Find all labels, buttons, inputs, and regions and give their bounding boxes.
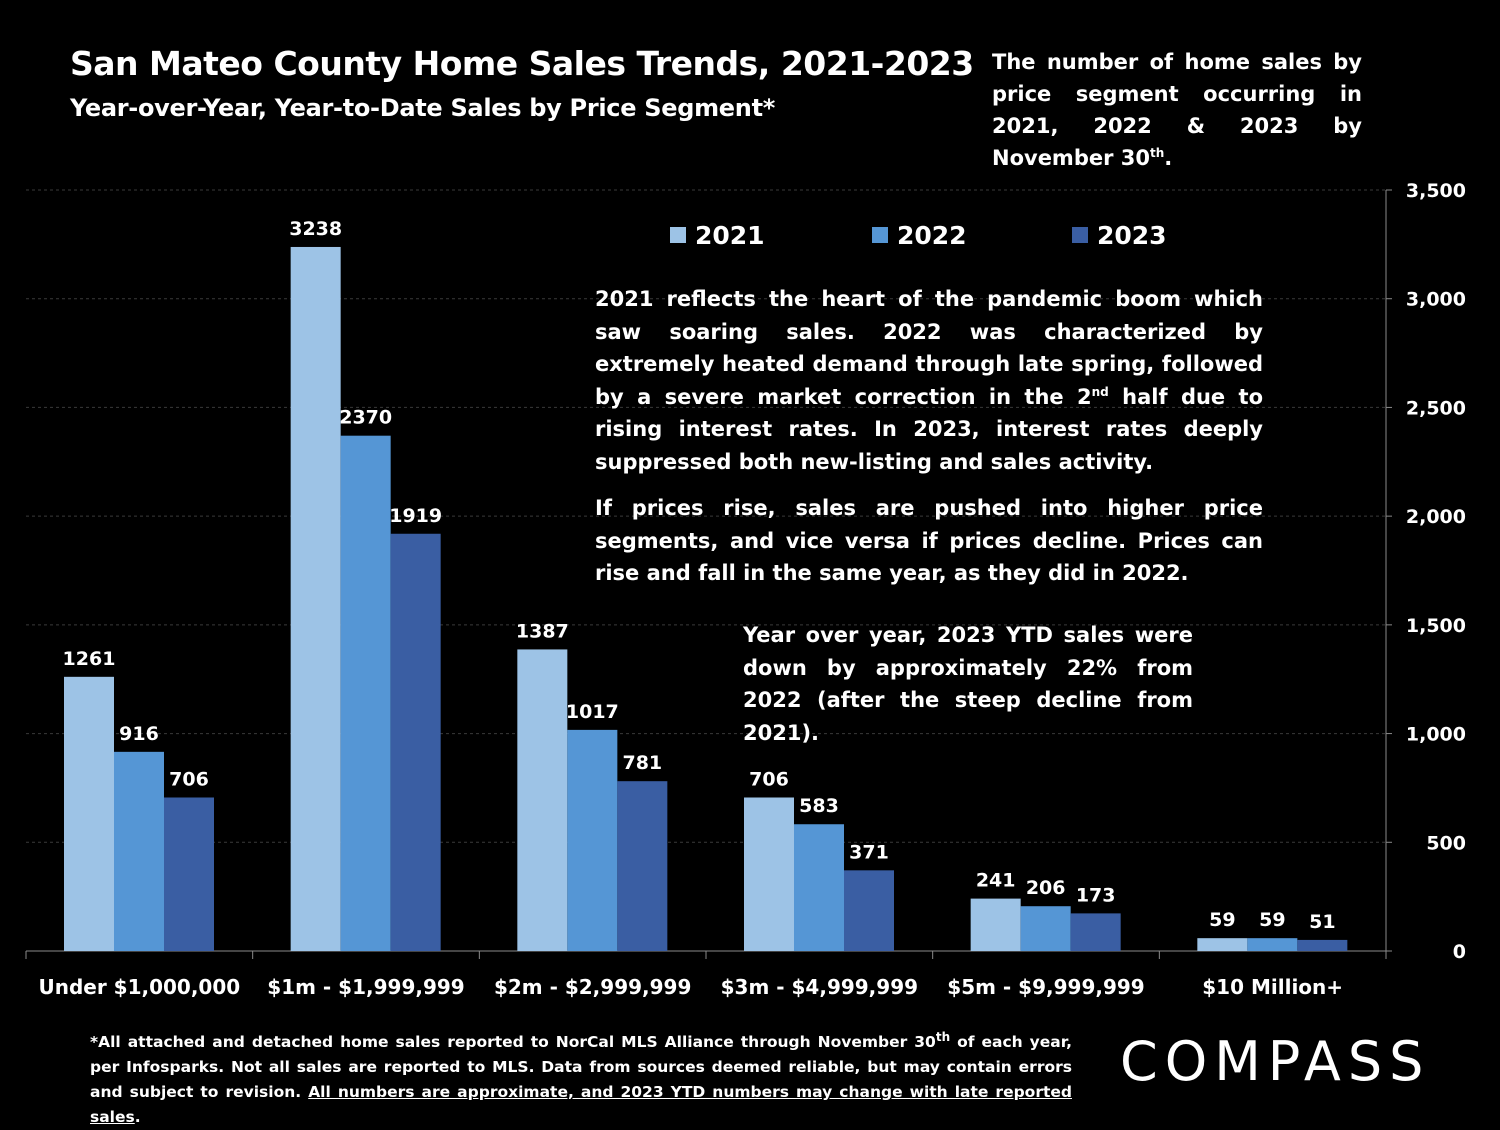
legend-label-2023: 2023 <box>1097 221 1167 250</box>
bar-2023 <box>1297 939 1348 951</box>
side-note: The number of home sales by price segmen… <box>992 50 1362 170</box>
bar-2023 <box>390 533 441 951</box>
bar-2023 <box>617 781 668 951</box>
bar-2023 <box>1070 913 1121 951</box>
data-label: 2370 <box>339 407 392 429</box>
bar-2022 <box>567 729 618 951</box>
bar-2021 <box>64 676 114 951</box>
legend-swatch-2023 <box>1072 227 1088 243</box>
data-label: 51 <box>1309 911 1335 933</box>
data-label: 706 <box>169 768 209 790</box>
data-label: 706 <box>749 768 789 790</box>
data-label: 1919 <box>389 505 442 527</box>
bar-2021 <box>290 246 341 951</box>
y-tick-label: 3,000 <box>1406 289 1466 311</box>
bar-2021 <box>517 649 568 951</box>
x-tick-label: $2m - $2,999,999 <box>494 975 691 999</box>
data-label: 1387 <box>516 620 569 642</box>
compass-logo: COMPASS <box>1120 1030 1431 1093</box>
bar-2022 <box>114 751 164 951</box>
annotation-yoy: Year over year, 2023 YTD sales were down… <box>743 623 1193 745</box>
data-label: 59 <box>1209 909 1235 931</box>
chart-title: San Mateo County Home Sales Trends, 2021… <box>70 44 974 83</box>
data-label: 583 <box>799 795 839 817</box>
x-tick-label: $5m - $9,999,999 <box>947 975 1144 999</box>
x-tick-label: $10 Million+ <box>1202 975 1343 999</box>
data-label: 916 <box>119 723 159 745</box>
x-tick-label: Under $1,000,000 <box>38 975 240 999</box>
bar-2022 <box>1247 938 1298 951</box>
data-label: 3238 <box>289 218 342 240</box>
data-label: 371 <box>849 841 889 863</box>
legend-swatch-2021 <box>670 227 686 243</box>
data-label: 59 <box>1259 909 1285 931</box>
bar-2021 <box>970 898 1021 951</box>
legend-swatch-2022 <box>872 227 888 243</box>
legend-label-2022: 2022 <box>897 221 967 250</box>
data-label: 241 <box>976 870 1016 892</box>
bar-2023 <box>164 797 214 951</box>
y-tick-label: 0 <box>1453 941 1466 963</box>
y-tick-label: 1,000 <box>1406 724 1466 746</box>
chart-subtitle: Year-over-Year, Year-to-Date Sales by Pr… <box>70 94 775 122</box>
data-label: 781 <box>622 752 662 774</box>
x-tick-label: $1m - $1,999,999 <box>267 975 464 999</box>
annotation-main: 2021 reflects the heart of the pandemic … <box>595 283 1263 590</box>
annotation-paragraph-1: 2021 reflects the heart of the pandemic … <box>595 287 1263 474</box>
data-label: 206 <box>1026 877 1066 899</box>
data-label: 173 <box>1076 884 1116 906</box>
data-label: 1261 <box>63 648 116 670</box>
bar-2022 <box>1020 906 1071 951</box>
y-tick-label: 1,500 <box>1406 615 1466 637</box>
y-tick-label: 2,000 <box>1406 506 1466 528</box>
footnote: *All attached and detached home sales re… <box>90 1029 1072 1126</box>
legend-label-2021: 2021 <box>695 221 765 250</box>
bar-2021 <box>1197 938 1248 951</box>
bar-2021 <box>744 797 794 951</box>
y-tick-label: 2,500 <box>1406 397 1466 419</box>
data-label: 1017 <box>566 701 619 723</box>
bar-2022 <box>340 435 391 951</box>
bar-2022 <box>794 824 844 951</box>
y-tick-label: 3,500 <box>1406 180 1466 202</box>
annotation-paragraph-2: If prices rise, sales are pushed into hi… <box>595 496 1263 585</box>
bar-2023 <box>844 870 894 951</box>
y-tick-label: 500 <box>1426 832 1466 854</box>
x-tick-label: $3m - $4,999,999 <box>721 975 918 999</box>
